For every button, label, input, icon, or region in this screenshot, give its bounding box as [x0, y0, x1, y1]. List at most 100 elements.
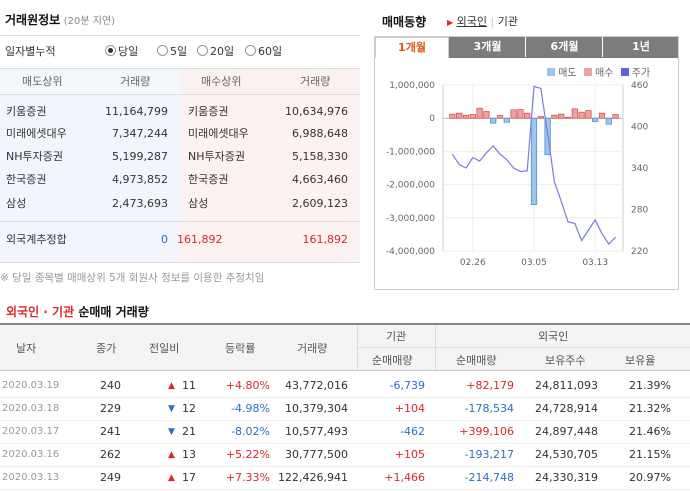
cell-hold: 24,530,705	[535, 448, 598, 461]
period-today[interactable]: 당일	[105, 43, 138, 59]
bar	[449, 113, 456, 119]
cell-ratio: 20.97%	[629, 471, 671, 484]
bar	[598, 112, 606, 119]
bar	[558, 113, 565, 119]
x-tick-label: 03.05	[521, 258, 547, 268]
cell-ratio: 21.15%	[629, 448, 671, 461]
table-row: 2020.03.17 241 21 -8.02% 10,577,493 -462 +399,…	[0, 421, 690, 444]
cell-foreign: -214,748	[464, 471, 514, 484]
radio-icon[interactable]	[245, 45, 256, 56]
link-institution[interactable]: 기관	[497, 15, 518, 28]
cell-foreign: -178,534	[464, 402, 514, 415]
table-row: 2020.03.19 240 11 +4.80% 43,772,016 -6,739 +82…	[0, 375, 690, 398]
cell-close: 249	[100, 471, 121, 484]
cell-inst: -6,739	[389, 379, 425, 392]
radio-icon[interactable]	[157, 45, 168, 56]
bar	[456, 112, 463, 119]
cell-vol: 10,577,493	[285, 425, 348, 438]
table-row: 2020.03.16 262 13 +5.22% 30,777,500 +105 -193,…	[0, 444, 690, 467]
period-selector: 일자별누적 당일 5일 20일 60일	[5, 43, 360, 59]
period-60d[interactable]: 60일	[245, 43, 282, 59]
trend-chart: 1,000,000 0 -1,000,000 -2,000,000 -3,000,000…	[386, 81, 649, 268]
bar	[483, 111, 490, 119]
x-tick-label: 02.26	[460, 258, 486, 268]
cell-diff: 12	[182, 402, 196, 415]
broker-row: 미래에셋대우 7,347,244 미래에셋대우 6,988,648	[6, 127, 348, 140]
tab-6month[interactable]: 6개월	[527, 37, 603, 57]
y-left-tick-label: 1,000,000	[389, 81, 435, 91]
broker-row: NH투자증권 5,199,287 NH투자증권 5,158,330	[6, 150, 348, 163]
cell-inst: +105	[394, 448, 425, 461]
y-right-tick-label: 220	[631, 247, 648, 257]
cell-ratio: 21.32%	[629, 402, 671, 415]
bar	[490, 117, 497, 124]
panel-header: 거래원정보 (20분 지연)	[5, 11, 115, 28]
arrow-down-icon: ▼	[168, 404, 175, 414]
arrow-down-icon: ▼	[168, 427, 175, 437]
cell-date: 2020.03.17	[2, 426, 60, 437]
period-5d[interactable]: 5일	[157, 43, 187, 59]
cell-vol: 30,777,500	[285, 448, 348, 461]
broker-table-header: 매도상위 거래량 매수상위 거래량	[22, 75, 331, 88]
cell-rate: +5.22%	[225, 448, 270, 461]
y-left-tick-label: -3,000,000	[386, 214, 435, 224]
arrow-up-icon: ▲	[168, 381, 175, 391]
period-label: 일자별누적	[5, 45, 56, 58]
period-20d[interactable]: 20일	[197, 43, 234, 59]
cell-date: 2020.03.18	[2, 403, 60, 414]
estimate-note: ※ 당일 종목별 매매상위 5개 회원사 정보를 이용한 추정치임	[0, 272, 265, 284]
y-left-tick-label: -4,000,000	[386, 247, 435, 257]
link-foreign[interactable]: 외국인	[456, 15, 488, 28]
tab-3month[interactable]: 3개월	[450, 37, 526, 57]
bar	[503, 117, 510, 123]
bar	[564, 116, 572, 119]
legend-price-swatch	[620, 68, 629, 76]
bar	[537, 116, 544, 119]
cell-hold: 24,811,093	[535, 379, 598, 392]
bar	[524, 112, 531, 119]
group-institution: 기관	[386, 330, 407, 343]
broker-row: 키움증권 11,164,799 키움증권 10,634,976	[6, 105, 348, 118]
radio-icon[interactable]	[197, 45, 208, 56]
radio-selected-icon[interactable]	[105, 45, 116, 56]
broker-row: 삼성 2,473,693 삼성 2,609,123	[6, 197, 348, 210]
arrow-right-icon: ▶	[447, 18, 454, 27]
bar	[551, 114, 558, 119]
cell-close: 229	[100, 402, 121, 415]
cell-hold: 24,897,448	[535, 425, 598, 438]
net-trade-table: 기관 외국인 날자 종가 전일비 등락률 거래량 순매매량 순매매량 보유주수 …	[0, 323, 690, 491]
table-row: 2020.03.18 229 12 -4.98% 10,379,304 +104 -178,…	[0, 398, 690, 421]
chart-box: 1개월 3개월 6개월 1년 매도 매수 주가 1,000,000 0 -1,000…	[374, 36, 679, 290]
cell-diff: 11	[182, 379, 196, 392]
bar	[462, 114, 470, 119]
cell-inst: +1,466	[384, 471, 425, 484]
x-tick-label: 03.13	[582, 258, 608, 268]
cell-rate: +4.80%	[225, 379, 270, 392]
cell-inst: +104	[394, 402, 425, 415]
cell-hold: 24,728,914	[535, 402, 598, 415]
tab-1year[interactable]: 1년	[604, 37, 678, 57]
cell-close: 240	[100, 379, 121, 392]
arrow-up-icon: ▲	[168, 450, 175, 460]
cell-foreign: +82,179	[466, 379, 514, 392]
y-left-tick-label: 0	[429, 114, 435, 124]
net-trade-title: 외국인 · 기관 순매매 거래량	[6, 305, 149, 319]
cell-date: 2020.03.19	[2, 380, 60, 391]
bar	[496, 115, 504, 119]
y-right-tick-label: 280	[631, 206, 648, 216]
y-right-tick-label: 460	[631, 81, 648, 91]
cell-diff: 17	[182, 471, 196, 484]
trader-info-panel: 거래원정보 (20분 지연) 일자별누적 당일 5일 20일 60일 매도상위 …	[0, 0, 360, 285]
y-left-tick-label: -2,000,000	[386, 181, 435, 191]
group-foreign: 외국인	[538, 330, 569, 343]
cell-hold: 24,330,319	[535, 471, 598, 484]
cell-rate: -8.02%	[231, 425, 270, 438]
cell-diff: 13	[182, 448, 196, 461]
y-right-tick-label: 340	[631, 164, 648, 174]
delay-note: (20분 지연)	[63, 16, 116, 27]
panel-title: 거래원정보	[5, 13, 61, 27]
cell-rate: +7.33%	[225, 471, 270, 484]
bar	[578, 111, 585, 119]
bar	[517, 109, 524, 119]
tab-1month[interactable]: 1개월	[375, 37, 449, 58]
